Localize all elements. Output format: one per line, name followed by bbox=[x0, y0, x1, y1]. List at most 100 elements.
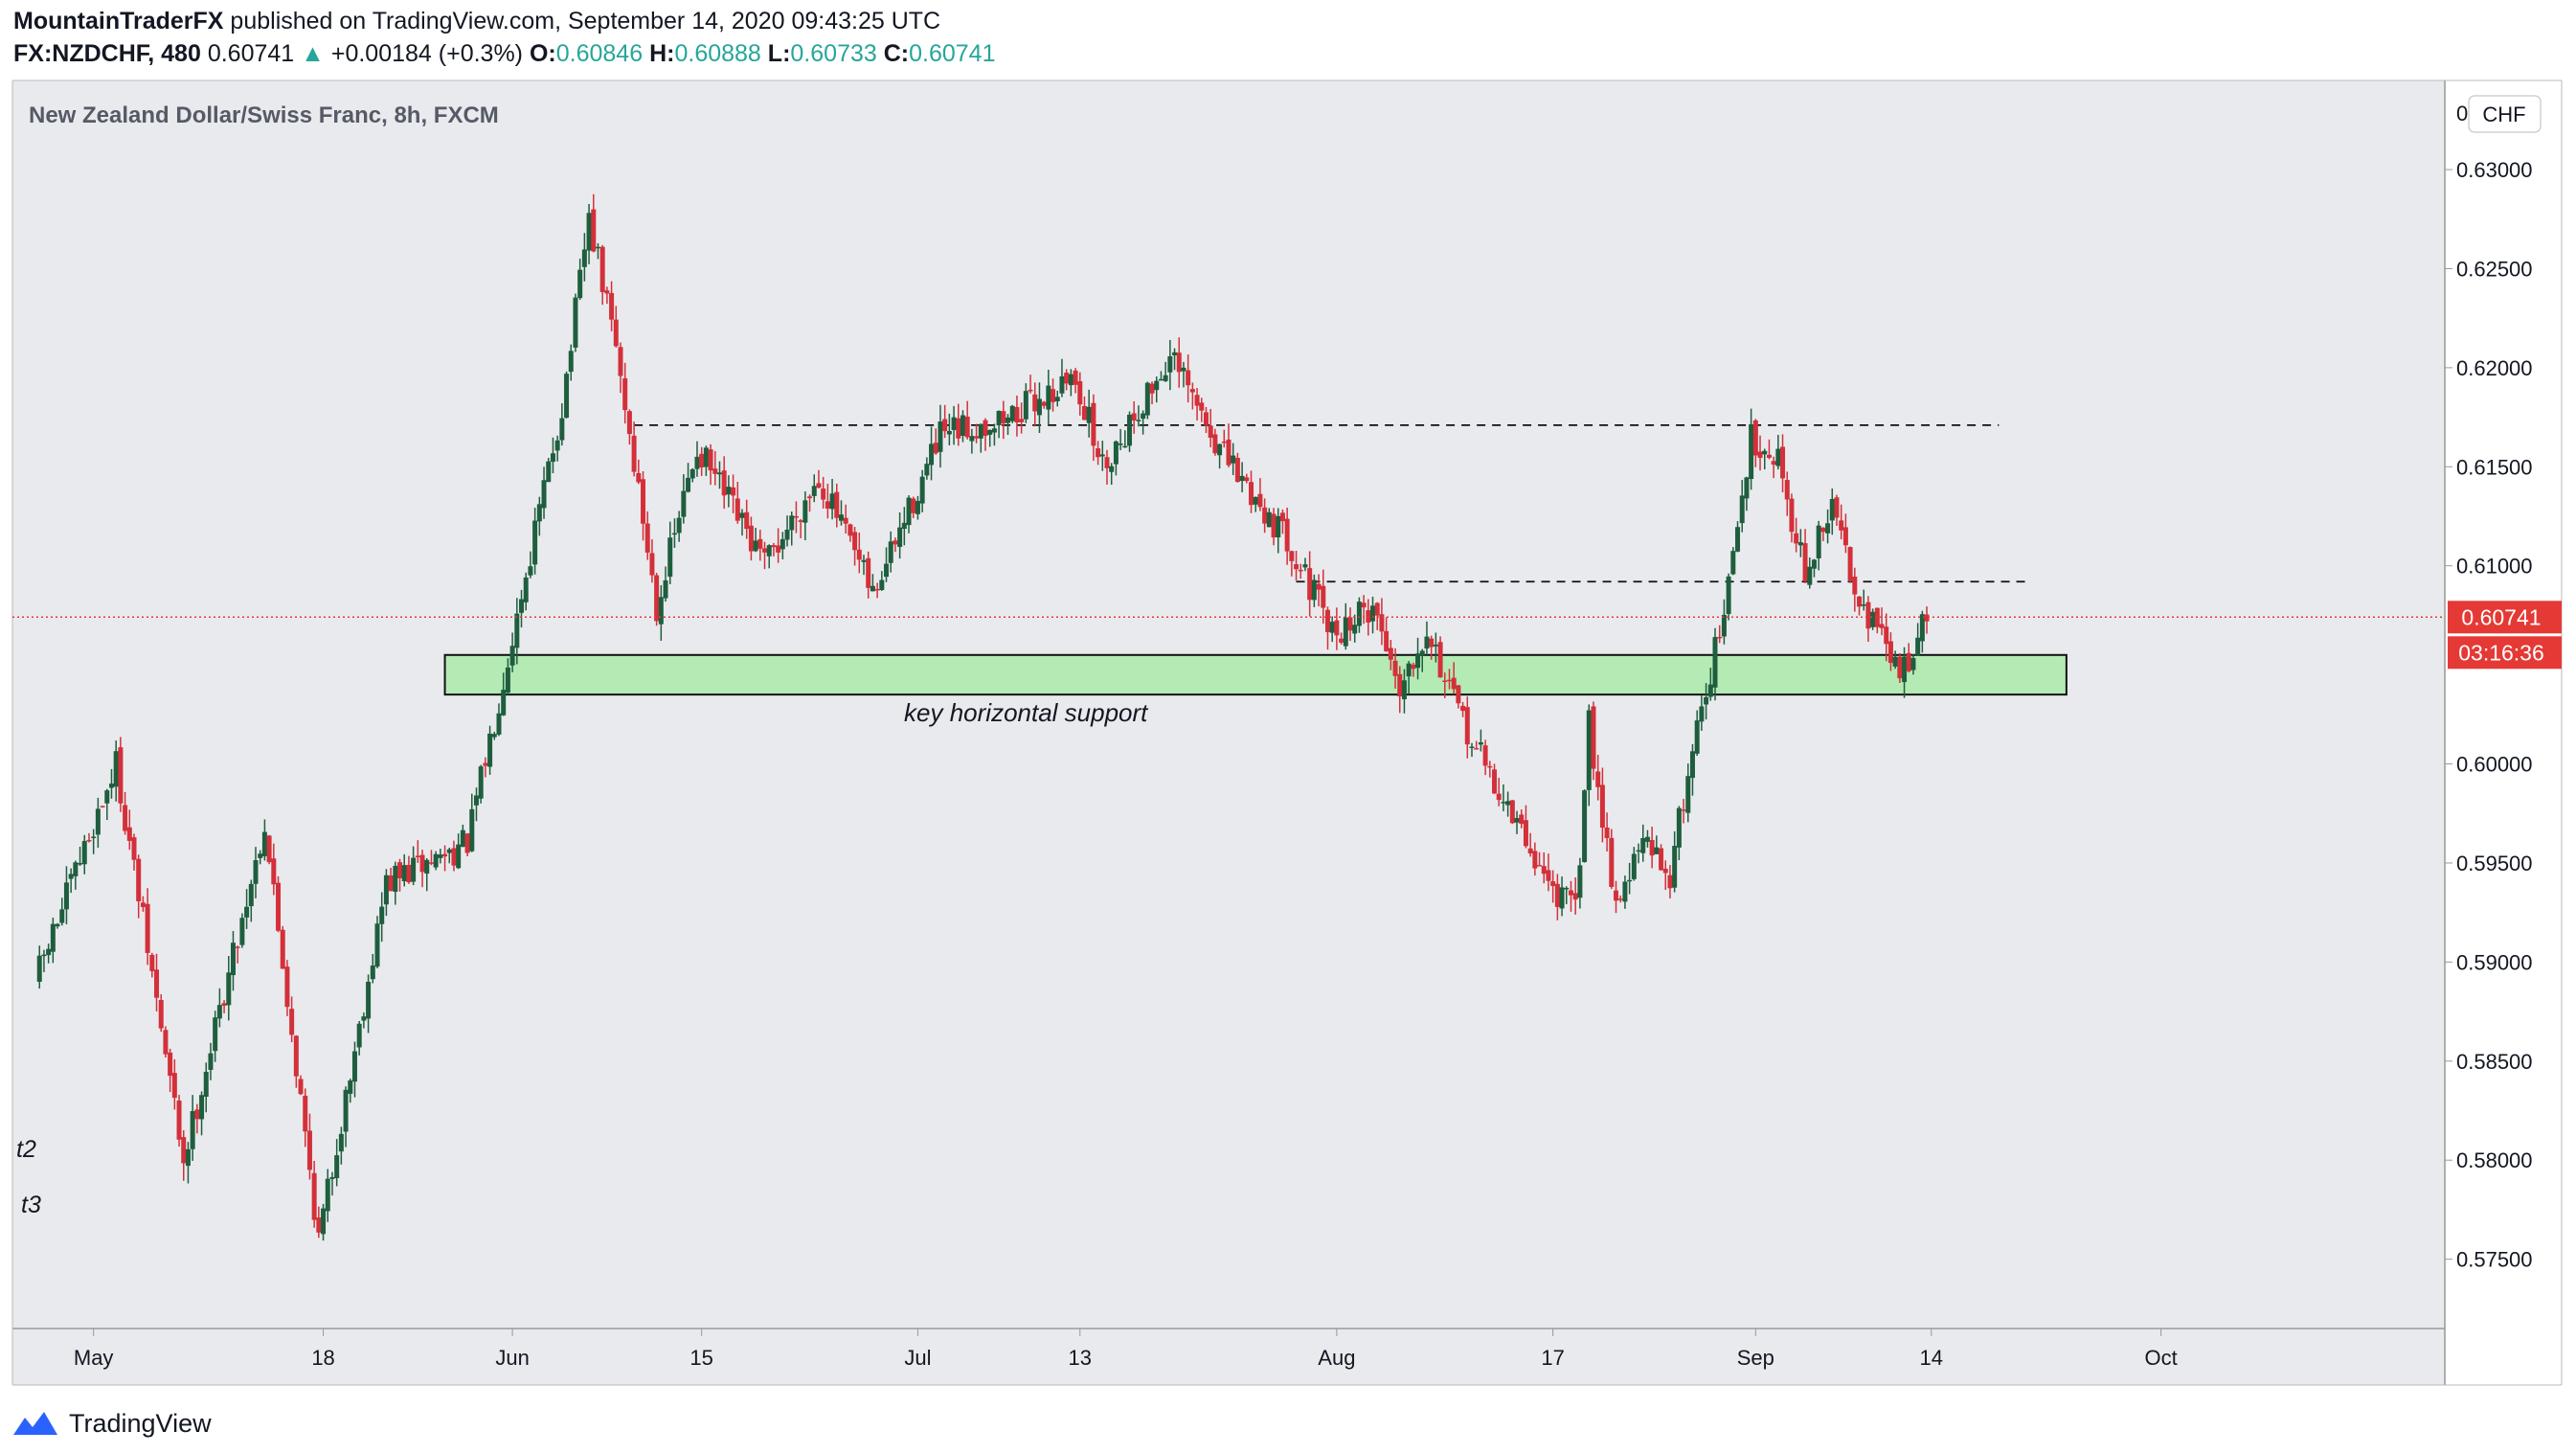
published-text: published on TradingView.com, September … bbox=[230, 8, 941, 34]
candle-body bbox=[546, 461, 552, 483]
support-zone[interactable] bbox=[443, 653, 2068, 696]
candle-body bbox=[266, 835, 272, 863]
candle-body bbox=[280, 929, 285, 969]
candle-body bbox=[438, 854, 443, 858]
candle-body bbox=[1672, 846, 1678, 888]
y-tick-label: 0.58500 bbox=[2456, 1050, 2533, 1074]
candle-body bbox=[573, 297, 578, 348]
candle-body bbox=[406, 864, 412, 883]
candle-body bbox=[1749, 423, 1754, 480]
candle-body bbox=[1451, 677, 1457, 690]
candle-body bbox=[622, 377, 628, 411]
candle-body bbox=[1347, 617, 1353, 631]
candle-body bbox=[798, 520, 803, 522]
candle-body bbox=[1906, 652, 1911, 671]
candle-body bbox=[81, 841, 87, 865]
candles[interactable] bbox=[36, 193, 1930, 1241]
resistance-lines[interactable] bbox=[634, 423, 2026, 583]
candle-body bbox=[1298, 569, 1303, 572]
candle-body bbox=[1424, 636, 1430, 649]
candle-body bbox=[158, 1000, 164, 1029]
candle-body bbox=[126, 827, 132, 841]
candle-body bbox=[712, 468, 718, 474]
candle-body bbox=[1694, 720, 1700, 754]
candle-body bbox=[1915, 637, 1921, 656]
candle-body bbox=[1361, 602, 1367, 608]
candle-body bbox=[721, 470, 727, 496]
candle-body bbox=[1446, 679, 1452, 682]
candle-body bbox=[1051, 389, 1056, 402]
currency-badge[interactable]: CHF bbox=[2468, 95, 2542, 133]
candle-body bbox=[1897, 656, 1903, 679]
candle-body bbox=[1329, 622, 1335, 633]
candle-body bbox=[1676, 807, 1682, 848]
candle-body bbox=[644, 523, 650, 553]
candle-body bbox=[1189, 389, 1195, 393]
candle-body bbox=[1249, 482, 1254, 506]
y-axis[interactable]: 0.63000 0.62500 0.62000 0.61500 0.61000 0.600… bbox=[2445, 158, 2533, 1272]
candle-body bbox=[703, 447, 709, 467]
left-label-t3[interactable]: t3 bbox=[21, 1192, 41, 1218]
candle-body bbox=[1217, 443, 1223, 456]
candle-body bbox=[1379, 614, 1385, 632]
candle-body bbox=[1685, 776, 1691, 813]
candle-body bbox=[1712, 637, 1718, 688]
candle-body bbox=[1564, 887, 1570, 890]
candle-body bbox=[194, 1109, 200, 1120]
support-label[interactable]: key horizontal support bbox=[904, 698, 1149, 727]
low-value: 0.60733 bbox=[790, 40, 877, 67]
top-tick-partial: 0 bbox=[2456, 102, 2468, 125]
low-label: L: bbox=[767, 40, 791, 67]
candle-body bbox=[145, 903, 150, 953]
x-axis[interactable]: May 18 Jun 15 Jul 13 Aug 17 Sep 14 Oct bbox=[74, 1329, 2178, 1370]
candle-body bbox=[1892, 656, 1898, 667]
candle-body bbox=[1122, 445, 1128, 448]
candle-body bbox=[55, 923, 60, 927]
candle-body bbox=[1794, 533, 1799, 544]
candle-body bbox=[366, 981, 372, 1019]
candle-body bbox=[1789, 498, 1795, 533]
high-value: 0.60888 bbox=[674, 40, 761, 67]
candle-body bbox=[595, 246, 600, 249]
candle-body bbox=[464, 833, 470, 853]
candle-body bbox=[1321, 585, 1326, 608]
candle-body bbox=[1343, 617, 1348, 647]
candle-body bbox=[1659, 848, 1664, 871]
candle-body bbox=[1186, 370, 1191, 386]
candle-body bbox=[1464, 707, 1470, 745]
candle-body bbox=[419, 854, 425, 873]
candle-body bbox=[1617, 898, 1623, 900]
candle-body bbox=[46, 948, 52, 956]
candle-body bbox=[428, 862, 434, 864]
candle-body bbox=[708, 449, 713, 471]
candle-body bbox=[1411, 664, 1416, 670]
candle-body bbox=[36, 955, 42, 983]
candle-body bbox=[239, 918, 245, 945]
candle-body bbox=[1374, 602, 1380, 616]
ohlc-legend: FX:NZDCHF, 480 0.60741 ▲ +0.00184 (+0.3%… bbox=[13, 40, 996, 68]
y-tick-label: 0.58000 bbox=[2456, 1148, 2533, 1172]
left-label-t2[interactable]: t2 bbox=[16, 1136, 36, 1163]
close-value: 0.60741 bbox=[909, 40, 996, 67]
candle-body bbox=[140, 902, 146, 907]
candle-body bbox=[519, 599, 525, 613]
candle-body bbox=[676, 517, 682, 534]
candle-body bbox=[1825, 523, 1831, 534]
candle-body bbox=[491, 734, 497, 738]
plot-area[interactable] bbox=[12, 80, 2446, 1385]
author-name[interactable]: MountainTraderFX bbox=[13, 8, 224, 34]
candle-body bbox=[1244, 477, 1250, 482]
candle-body bbox=[654, 575, 660, 622]
candle-body bbox=[1406, 663, 1412, 677]
candle-body bbox=[351, 1051, 357, 1082]
candle-body bbox=[568, 351, 574, 373]
candle-body bbox=[1546, 870, 1551, 881]
chart-title: New Zealand Dollar/Swiss Franc, 8h, FXCM bbox=[29, 102, 499, 128]
candle-body bbox=[1582, 790, 1588, 863]
candle-body bbox=[1766, 454, 1772, 458]
candle-body bbox=[118, 747, 124, 804]
candle-body bbox=[1023, 391, 1028, 420]
candle-body bbox=[1744, 477, 1750, 499]
tradingview-logo[interactable]: TradingView bbox=[11, 1404, 212, 1443]
